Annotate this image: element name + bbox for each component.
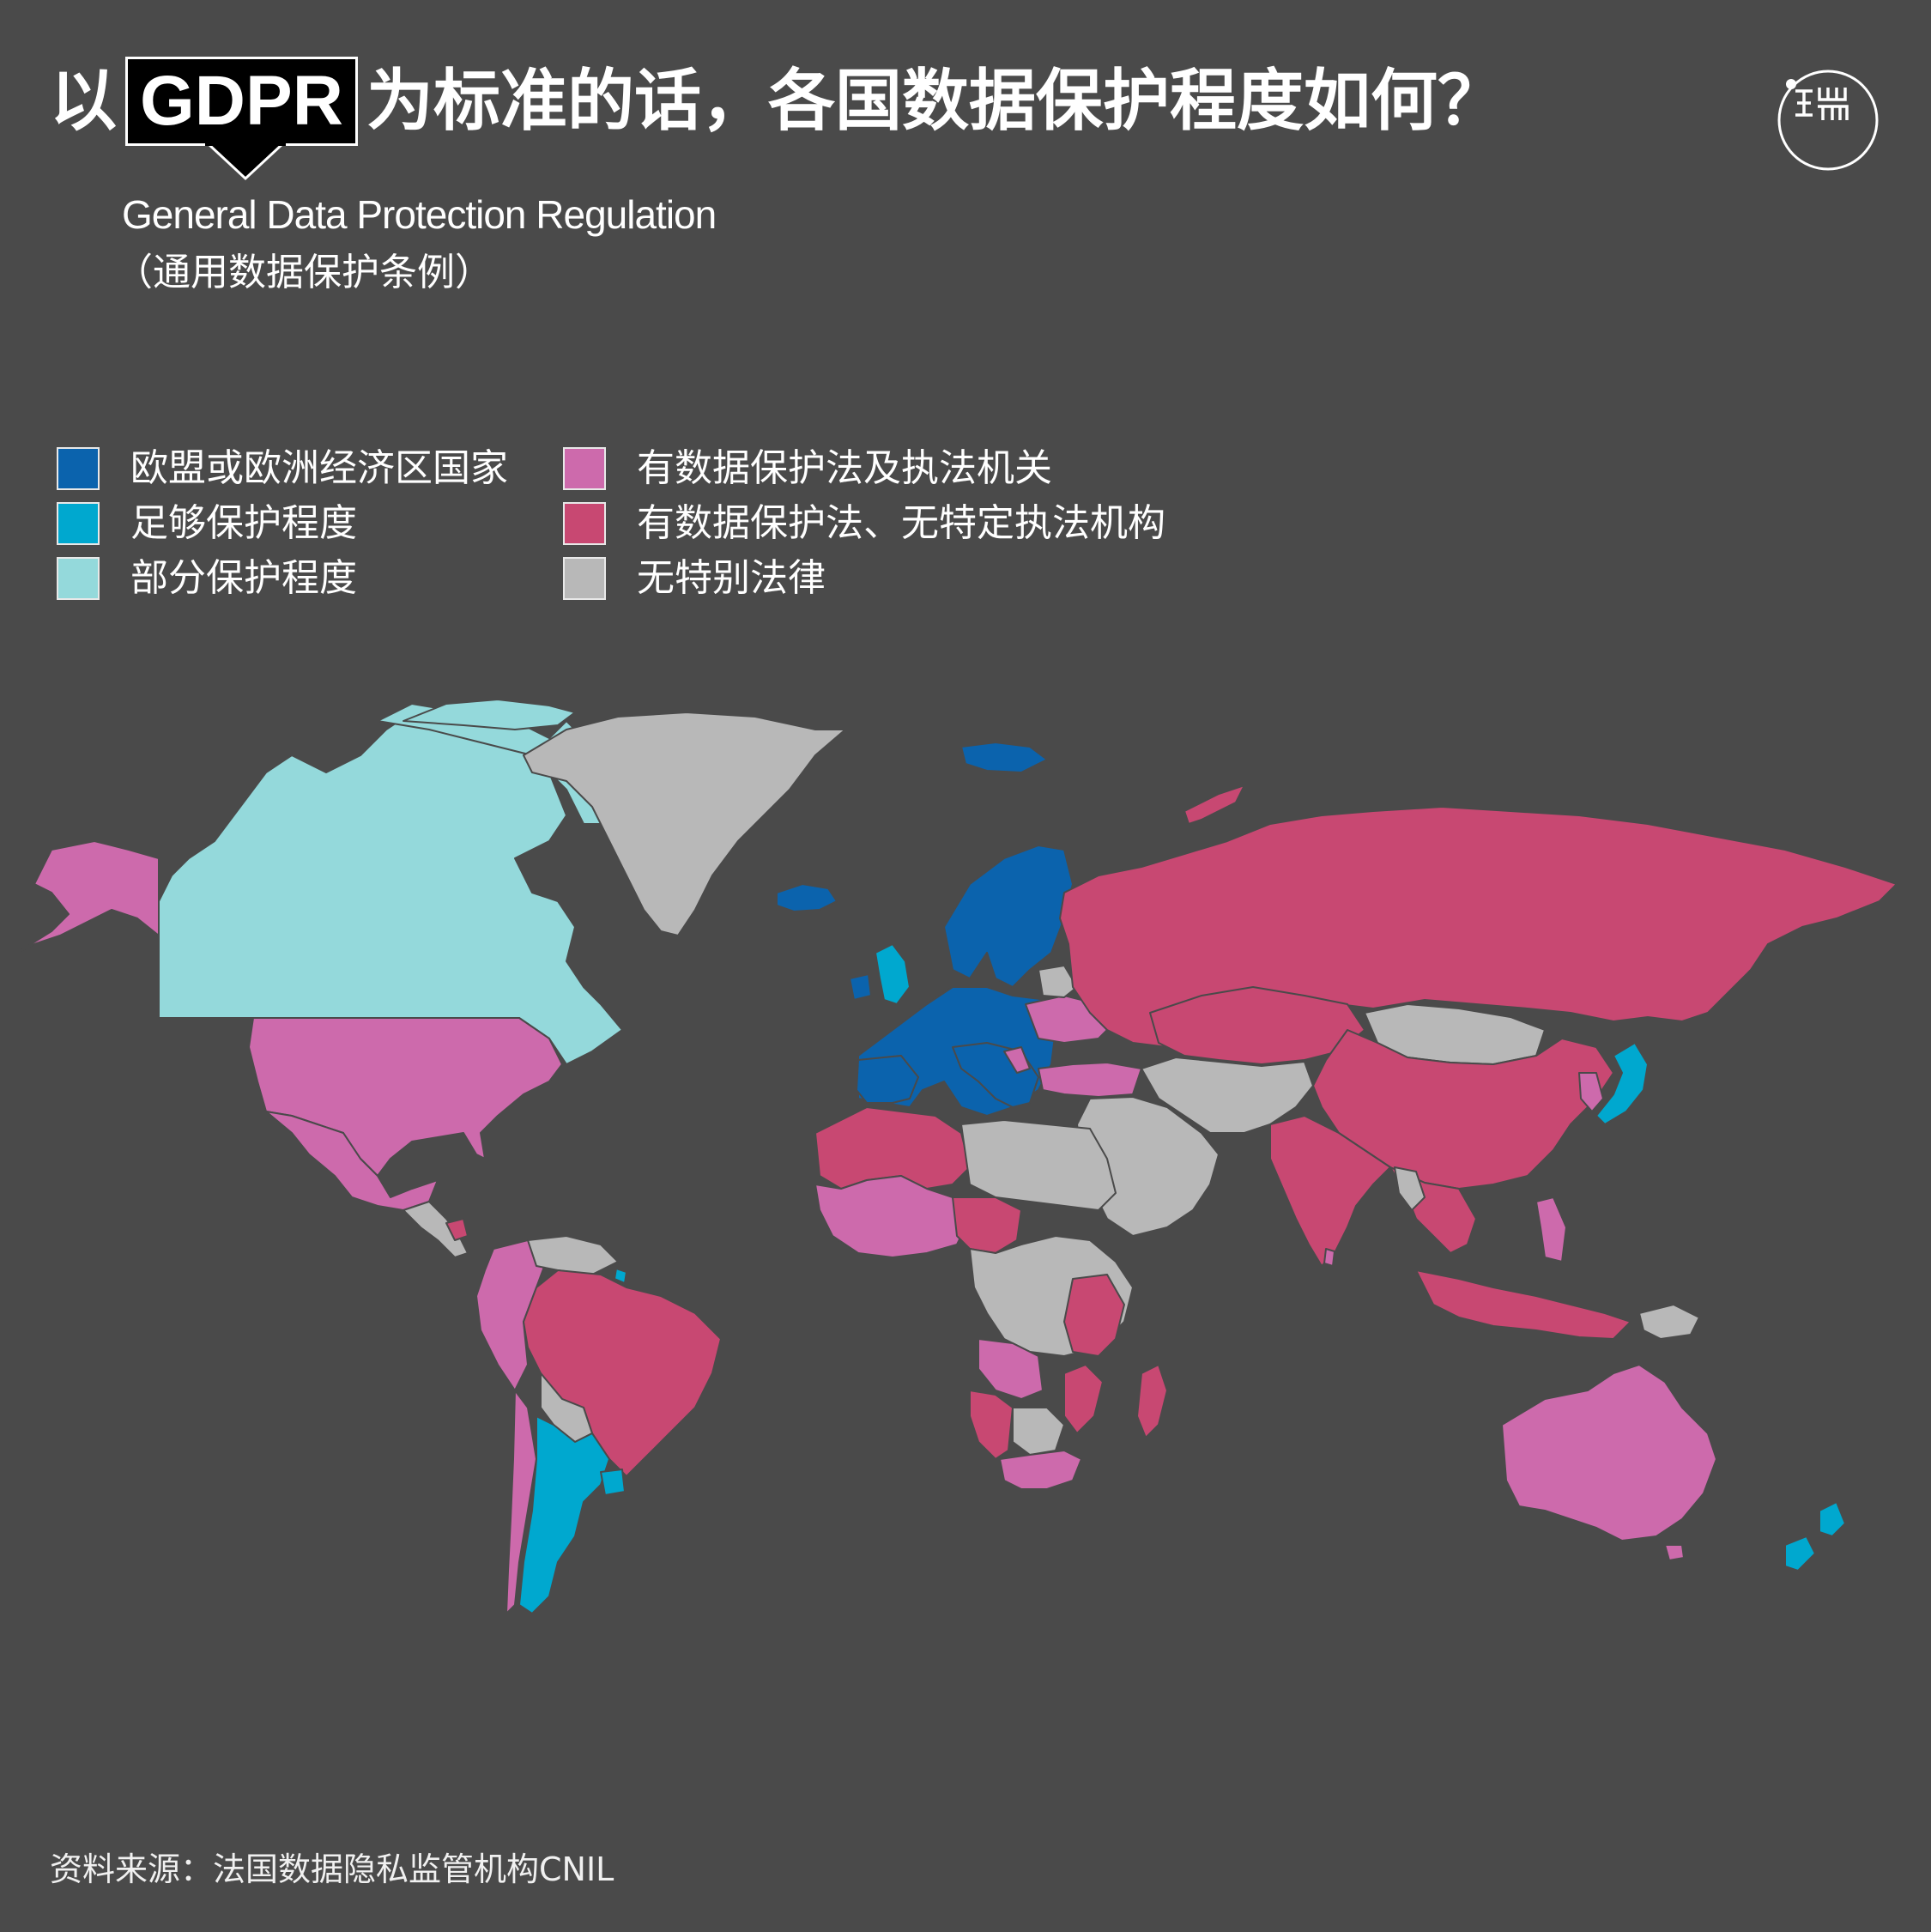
subtitle-chinese: （通用数据保护条例） <box>115 251 493 294</box>
region-novaya-zemlya <box>1183 784 1245 825</box>
region-turkey <box>1038 1062 1142 1098</box>
page-title: 以 GDPR 为标准的话，各国数据保护程度如何？ <box>50 57 1504 146</box>
region-nigeria-chad <box>952 1196 1022 1254</box>
title-prefix: 以 <box>50 63 118 140</box>
region-myanmar-laos <box>1394 1166 1426 1211</box>
region-tasmania <box>1664 1544 1685 1561</box>
region-china <box>1312 1029 1614 1190</box>
legend-item-partial: 部分保护程度 <box>57 556 563 601</box>
region-belarus <box>1038 965 1078 998</box>
legend-item-adequate: 足够保护程度 <box>57 501 563 546</box>
region-canada <box>158 712 623 1065</box>
legend-swatch-no-law <box>563 557 606 600</box>
region-uk <box>875 943 911 1005</box>
region-east-africa <box>1063 1274 1125 1357</box>
region-mozambique <box>1063 1364 1104 1434</box>
legend-swatch-adequate <box>57 502 100 545</box>
region-korea <box>1578 1072 1604 1112</box>
legend-swatch-law-no-authority <box>563 502 606 545</box>
region-iceland <box>776 883 838 912</box>
region-sri-lanka <box>1323 1248 1335 1267</box>
world-map <box>16 699 1898 1614</box>
legend-label-no-law: 无特别法律 <box>637 556 826 600</box>
legend-label-eu: 欧盟或欧洲经济区国家 <box>130 446 508 490</box>
region-argentina <box>518 1415 610 1614</box>
region-north-africa-east <box>960 1119 1117 1211</box>
region-namibia <box>969 1390 1014 1460</box>
region-canada-north-islands <box>403 699 576 730</box>
region-serbia-balkans <box>1003 1046 1031 1074</box>
region-alaska <box>16 840 160 954</box>
legend-item-eu: 欧盟或欧洲经济区国家 <box>57 446 563 491</box>
region-india <box>1269 1115 1391 1267</box>
region-venezuela-guyana <box>527 1235 619 1275</box>
legend-item-law-with-authority: 有数据保护法及执法机关 <box>563 446 1164 491</box>
thepaper-logo-icon <box>1777 70 1879 171</box>
gdpr-highlight: GDPR <box>125 57 358 146</box>
region-iberia <box>856 1055 919 1104</box>
legend-swatch-law-with-authority <box>563 447 606 490</box>
region-south-africa <box>999 1450 1082 1490</box>
legend-label-adequate: 足够保护程度 <box>130 501 357 545</box>
region-ireland <box>849 973 872 1001</box>
region-mexico <box>265 1111 439 1211</box>
region-usa <box>248 1017 563 1177</box>
region-chile <box>505 1390 537 1614</box>
legend-label-law-no-authority: 有数据保护法、无特定执法机构 <box>637 501 1165 545</box>
region-southern-africa-west <box>978 1338 1044 1400</box>
region-uruguay-suriname <box>614 1268 627 1284</box>
region-madagascar <box>1136 1364 1168 1438</box>
region-indonesia <box>1415 1269 1631 1340</box>
gdpr-pointer-arrow <box>205 136 286 181</box>
region-japan <box>1595 1042 1649 1125</box>
legend-item-law-no-authority: 有数据保护法、无特定执法机构 <box>563 501 1165 546</box>
legend: 欧盟或欧洲经济区国家 有数据保护法及执法机关 足够保护程度 有数据保护法、无特定… <box>57 446 1165 601</box>
region-costa-rica-panama <box>445 1218 469 1241</box>
region-uruguay <box>600 1469 626 1496</box>
region-west-africa <box>814 1175 971 1258</box>
region-central-asia <box>1141 1057 1314 1134</box>
region-philippines <box>1535 1196 1567 1263</box>
region-australia <box>1501 1364 1717 1541</box>
legend-swatch-eu <box>57 447 100 490</box>
region-papua-new-guinea <box>1638 1304 1700 1340</box>
region-new-zealand <box>1784 1501 1846 1572</box>
title-suffix: 为标准的话，各国数据保护程度如何？ <box>366 63 1504 140</box>
region-scandinavia <box>943 845 1074 988</box>
region-central-america <box>403 1201 469 1258</box>
region-botswana-zimbabwe <box>1012 1407 1065 1456</box>
legend-swatch-partial <box>57 557 100 600</box>
region-greenland <box>523 712 846 936</box>
subtitle-english: General Data Protection Regulation <box>122 192 717 237</box>
legend-label-law-with-authority: 有数据保护法及执法机关 <box>637 446 1052 490</box>
legend-label-partial: 部分保护程度 <box>130 556 357 600</box>
region-svalbard <box>960 742 1048 773</box>
source-note: 资料来源：法国数据隐私监管机构CNIL <box>50 1850 614 1888</box>
legend-item-no-law: 无特别法律 <box>563 556 1164 601</box>
